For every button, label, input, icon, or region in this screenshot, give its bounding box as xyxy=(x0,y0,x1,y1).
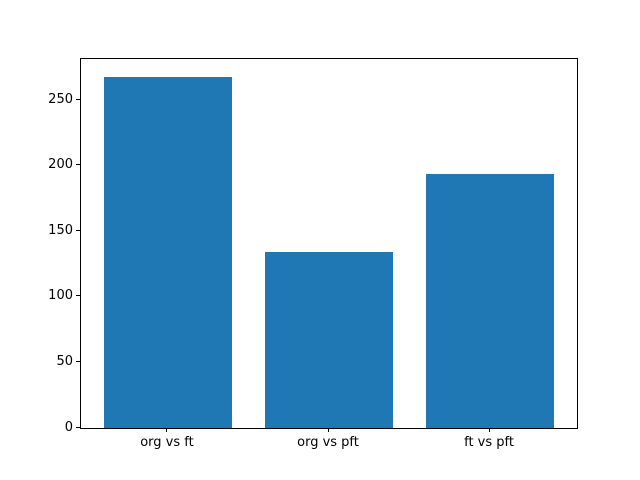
y-axis-tick xyxy=(76,360,80,362)
y-axis-tick-label: 0 xyxy=(64,419,73,435)
y-axis-tick-label: 100 xyxy=(48,288,73,304)
x-axis-category-label: org vs ft xyxy=(140,435,194,450)
bar-org-vs-ft xyxy=(103,76,233,428)
y-axis-tick xyxy=(76,164,80,166)
y-axis-tick-label: 50 xyxy=(56,353,73,369)
y-axis-tick-label: 150 xyxy=(48,222,73,238)
x-axis-category-label: ft vs pft xyxy=(464,435,514,450)
plot-area xyxy=(80,58,578,429)
x-axis-tick xyxy=(327,428,329,432)
bar-org-vs-pft xyxy=(264,252,394,428)
y-axis-tick xyxy=(76,295,80,297)
bar-ft-vs-pft xyxy=(425,173,555,428)
x-axis-category-label: org vs pft xyxy=(297,435,359,450)
y-axis-tick xyxy=(76,229,80,231)
y-axis-tick xyxy=(76,426,80,428)
y-axis-tick-label: 250 xyxy=(48,91,73,107)
x-axis-tick xyxy=(166,428,168,432)
x-axis-tick xyxy=(488,428,490,432)
y-axis-tick-label: 200 xyxy=(48,157,73,173)
y-axis-tick xyxy=(76,98,80,100)
